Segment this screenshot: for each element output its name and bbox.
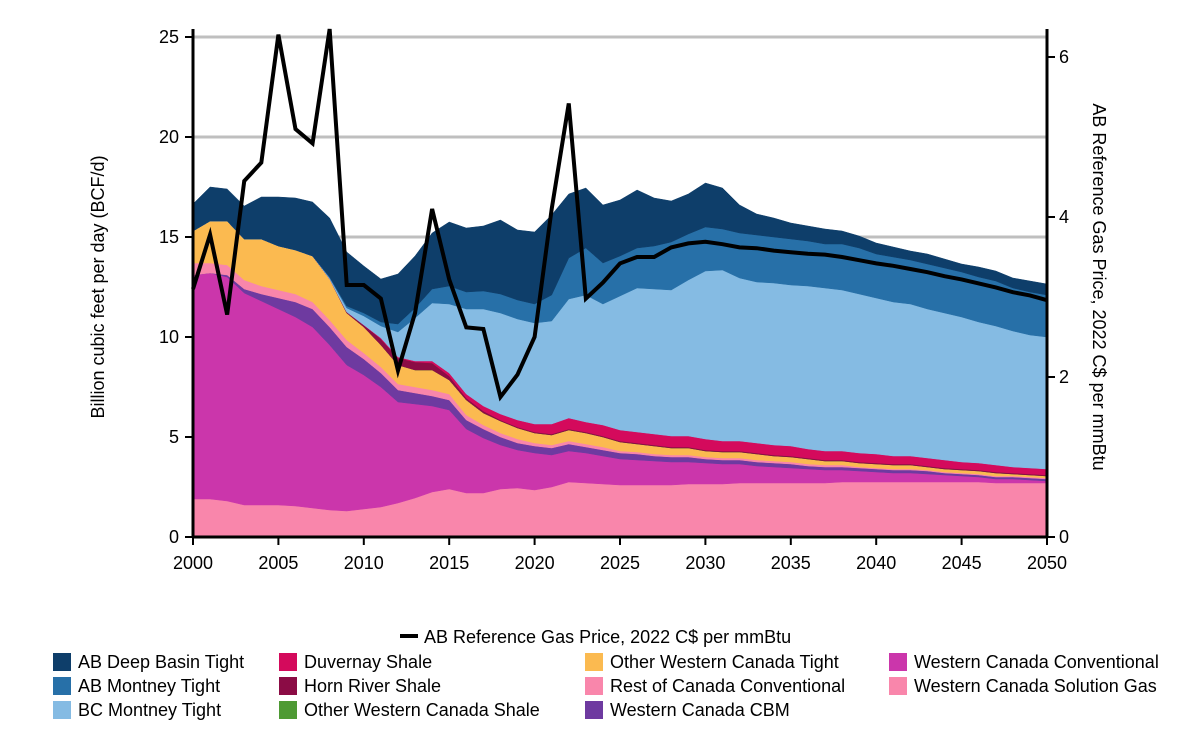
legend-swatch <box>279 701 297 719</box>
y-tick-label: 20 <box>159 127 179 147</box>
y-tick-label: 5 <box>169 427 179 447</box>
y2-axis-title: AB Reference Gas Price, 2022 C$ per mmBt… <box>1089 103 1109 470</box>
legend-swatch <box>889 653 907 671</box>
x-tick-label: 2045 <box>942 553 982 573</box>
legend-label: Western Canada Solution Gas <box>914 676 1157 696</box>
legend-label: Western Canada Conventional <box>914 652 1159 672</box>
legend-label: AB Deep Basin Tight <box>78 652 244 672</box>
x-tick-label: 2015 <box>429 553 469 573</box>
x-tick-label: 2035 <box>771 553 811 573</box>
legend-label: Duvernay Shale <box>304 652 432 672</box>
y2-tick-label: 0 <box>1059 527 1069 547</box>
y-tick-label: 25 <box>159 27 179 47</box>
x-tick-label: 2025 <box>600 553 640 573</box>
y-tick-label: 10 <box>159 327 179 347</box>
x-tick-label: 2030 <box>685 553 725 573</box>
y-axis-title: Billion cubic feet per day (BCF/d) <box>88 155 108 418</box>
legend-label: Western Canada CBM <box>610 700 790 720</box>
y-tick-label: 15 <box>159 227 179 247</box>
legend-label: Horn River Shale <box>304 676 441 696</box>
x-tick-label: 2005 <box>258 553 298 573</box>
legend-swatch <box>279 677 297 695</box>
price-line <box>191 28 1048 402</box>
x-tick-label: 2040 <box>856 553 896 573</box>
legend-label: Other Western Canada Tight <box>610 652 839 672</box>
x-tick-label: 2020 <box>515 553 555 573</box>
y-tick-label: 0 <box>169 527 179 547</box>
legend-swatch <box>889 677 907 695</box>
legend-label: Rest of Canada Conventional <box>610 676 845 696</box>
legend-swatch <box>53 653 71 671</box>
legend: AB Reference Gas Price, 2022 C$ per mmBt… <box>53 627 1159 720</box>
x-tick-label: 2010 <box>344 553 384 573</box>
y2-tick-label: 6 <box>1059 47 1069 67</box>
legend-label: Other Western Canada Shale <box>304 700 540 720</box>
x-tick-label: 2000 <box>173 553 213 573</box>
y2-tick-label: 2 <box>1059 367 1069 387</box>
legend-swatch <box>279 653 297 671</box>
y2-tick-label: 4 <box>1059 207 1069 227</box>
legend-swatch <box>585 677 603 695</box>
legend-swatch <box>585 701 603 719</box>
legend-label: AB Montney Tight <box>78 676 220 696</box>
legend-swatch <box>53 701 71 719</box>
legend-line-label: AB Reference Gas Price, 2022 C$ per mmBt… <box>424 627 791 647</box>
stacked-areas <box>192 182 1048 538</box>
legend-swatch <box>53 677 71 695</box>
legend-label: BC Montney Tight <box>78 700 221 720</box>
price-line-group <box>191 28 1048 402</box>
legend-swatch <box>585 653 603 671</box>
x-tick-label: 2050 <box>1027 553 1067 573</box>
